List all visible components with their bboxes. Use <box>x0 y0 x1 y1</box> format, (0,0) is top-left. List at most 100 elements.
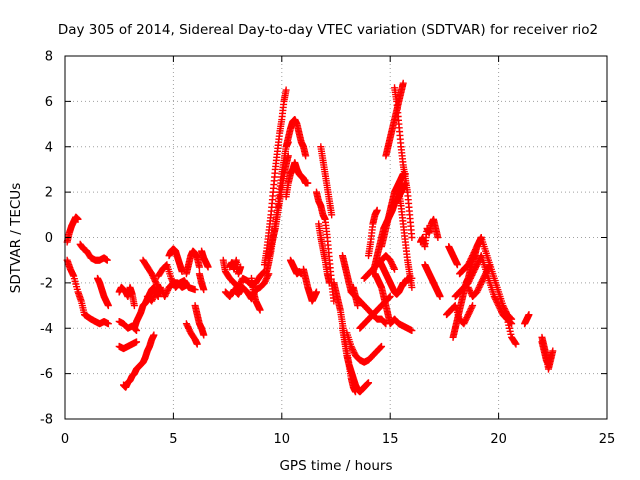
data-series-s56 <box>503 315 520 348</box>
data-point <box>133 338 141 346</box>
data-point <box>468 303 476 311</box>
data-series-s32 <box>317 143 336 219</box>
x-tick-label: 5 <box>169 432 177 447</box>
data-series-s2 <box>63 256 112 328</box>
data-point <box>453 261 461 269</box>
data-point <box>549 347 557 355</box>
y-tick-labels: -8 -6 -4 -2 0 2 4 6 8 <box>40 50 53 428</box>
data-point <box>436 292 444 300</box>
chart-title: Day 305 of 2014, Sidereal Day-to-day VTE… <box>58 22 598 38</box>
data-series-s19 <box>219 256 268 291</box>
data-point <box>259 269 267 277</box>
data-series-s49 <box>421 261 444 300</box>
data-series-s26 <box>282 159 312 201</box>
data-series-s8 <box>120 331 158 391</box>
data-point <box>130 302 138 310</box>
data-point <box>200 286 208 294</box>
data-series-s46 <box>375 256 416 298</box>
data-point <box>182 281 190 289</box>
data-series-s55 <box>445 243 461 269</box>
y-tick-label: -8 <box>40 413 53 428</box>
data-point <box>547 351 555 359</box>
axis-ticks <box>64 55 608 420</box>
x-tick-label: 25 <box>599 432 616 447</box>
data-series-s1 <box>63 213 82 246</box>
data-point <box>74 215 82 223</box>
data-series-s59 <box>538 338 555 369</box>
data-series-s12 <box>139 256 164 296</box>
data-point <box>302 152 310 160</box>
grid-lines <box>65 56 607 419</box>
data-point <box>399 79 407 87</box>
y-axis-label: SDTVAR / TECUs <box>8 183 24 293</box>
data-series-s5 <box>115 283 138 310</box>
data-point <box>390 264 398 272</box>
y-tick-label: -6 <box>40 367 53 382</box>
data-points <box>63 79 557 396</box>
data-point <box>451 302 459 310</box>
data-point <box>150 331 158 339</box>
data-point <box>328 211 336 219</box>
data-point <box>178 268 186 276</box>
data-point <box>104 320 112 328</box>
data-point <box>264 271 272 279</box>
data-series-s47 <box>365 206 381 260</box>
data-series-s13 <box>165 245 186 276</box>
data-point <box>386 292 394 300</box>
data-point <box>162 261 170 269</box>
data-series-s17 <box>195 270 208 294</box>
data-point <box>156 286 164 294</box>
y-tick-label: 0 <box>45 231 53 246</box>
data-point <box>256 306 264 314</box>
data-point <box>195 263 203 271</box>
x-axis-label: GPS time / hours <box>279 458 392 474</box>
y-tick-label: 6 <box>45 95 53 110</box>
data-point <box>365 379 373 387</box>
data-point <box>391 265 399 273</box>
data-point <box>378 342 386 350</box>
data-point <box>200 331 208 339</box>
data-point <box>512 340 520 348</box>
data-point <box>193 340 201 348</box>
x-tick-label: 10 <box>274 432 291 447</box>
data-point <box>385 293 393 301</box>
data-point <box>103 256 111 264</box>
data-point <box>469 302 477 310</box>
data-point <box>373 206 381 214</box>
data-point <box>156 288 164 296</box>
data-point <box>377 343 385 351</box>
data-point <box>312 288 320 296</box>
data-series-s18 <box>198 247 212 271</box>
data-series-s34 <box>339 324 373 396</box>
data-series-s22 <box>247 274 264 314</box>
data-series-s25 <box>282 116 310 160</box>
x-tick-label: 20 <box>490 432 507 447</box>
y-tick-label: 2 <box>45 186 53 201</box>
data-point <box>204 263 212 271</box>
data-point <box>376 344 384 352</box>
data-point <box>354 302 362 310</box>
data-point <box>507 314 515 322</box>
data-point <box>191 286 199 294</box>
y-tick-label: -2 <box>40 276 53 291</box>
y-tick-label: -4 <box>40 322 53 337</box>
data-series-s28 <box>286 256 305 278</box>
data-series-s3 <box>76 240 111 264</box>
data-series-s58 <box>538 333 557 373</box>
data-point <box>237 263 245 271</box>
data-point <box>511 339 519 347</box>
data-series-s4 <box>94 274 112 310</box>
data-point <box>104 302 112 310</box>
data-point <box>282 86 290 94</box>
data-series-s27 <box>265 152 292 260</box>
data-series-s21 <box>226 256 245 278</box>
data-series-s43 <box>391 84 416 241</box>
data-point <box>408 283 416 291</box>
data-point <box>408 327 416 335</box>
data-series-s57 <box>521 311 533 328</box>
y-tick-label: 8 <box>45 50 53 65</box>
data-series-s15 <box>182 320 201 348</box>
data-point <box>525 311 533 319</box>
data-point <box>408 234 416 241</box>
data-series-s23 <box>260 86 290 269</box>
